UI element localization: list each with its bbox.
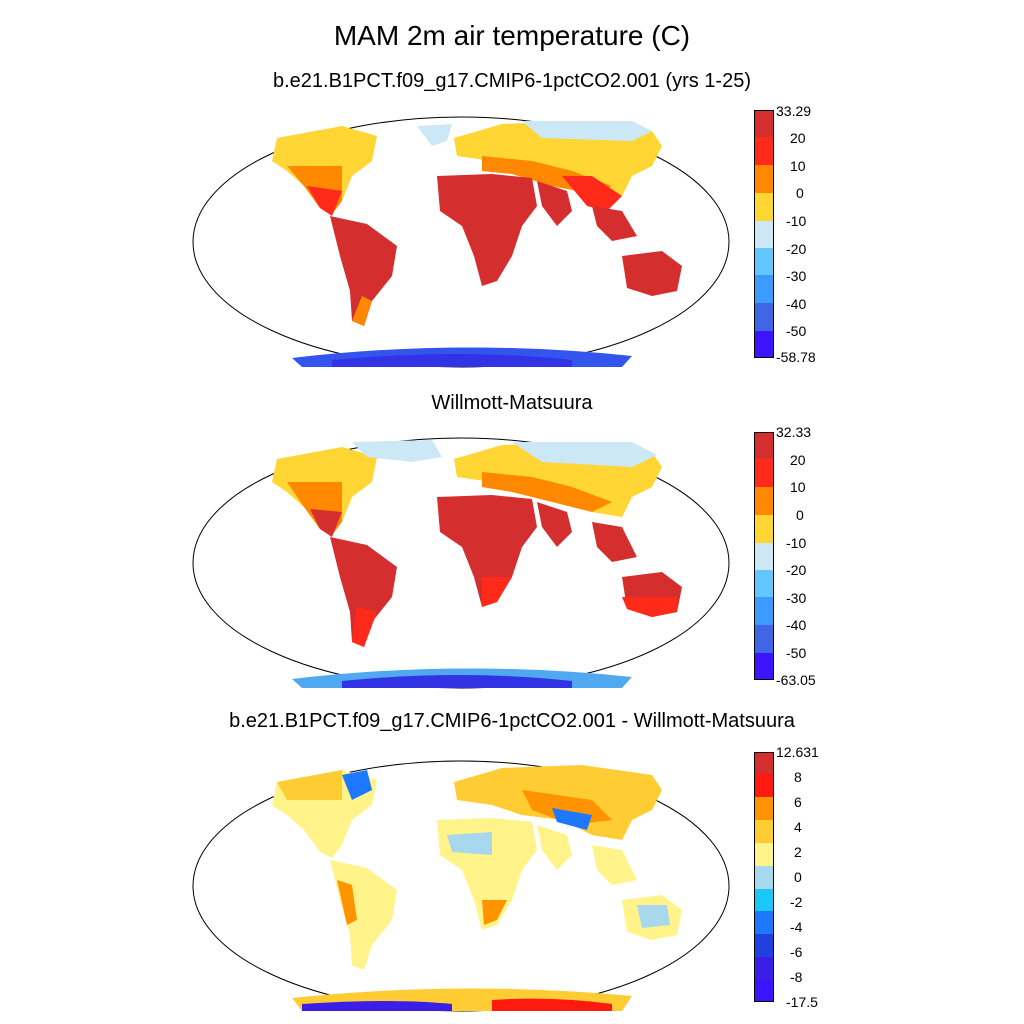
panel-3-map <box>192 760 730 1012</box>
panel-3-swatch <box>754 774 774 797</box>
panel-3-swatch <box>754 797 774 820</box>
panel-1-swatch <box>754 303 774 331</box>
panel-3-label: -4 <box>790 919 803 935</box>
panel-3-swatch <box>754 980 774 1002</box>
panel-2-label: 32.33 <box>776 424 812 440</box>
panel-3-label: -17.5 <box>786 994 818 1010</box>
panel-3-swatch <box>754 934 774 957</box>
panel-2-swatch <box>754 515 774 543</box>
panel-1-label: 10 <box>790 158 806 174</box>
panel-1-label: 33.29 <box>776 103 812 119</box>
panel-2-swatch <box>754 625 774 653</box>
panel-2-swatch <box>754 432 774 459</box>
panel-2-swatch <box>754 653 774 680</box>
panel-2-colorbar <box>754 432 774 680</box>
panel-3-title: b.e21.B1PCT.f09_g17.CMIP6-1pctCO2.001 - … <box>229 710 795 732</box>
panel-2-label: 20 <box>790 452 806 468</box>
panel-1-title: b.e21.B1PCT.f09_g17.CMIP6-1pctCO2.001 (y… <box>272 70 752 92</box>
panel-2-swatch <box>754 487 774 515</box>
panel-1-label: -30 <box>786 268 807 284</box>
panel-2-swatch <box>754 570 774 597</box>
panel-2-map <box>192 437 730 689</box>
panel-2-label: -40 <box>786 617 807 633</box>
panel-1-label: -50 <box>786 323 807 339</box>
panel-1-swatch <box>754 165 774 193</box>
panel-3-label: -8 <box>790 969 803 985</box>
panel-2-label: -63.05 <box>776 672 816 688</box>
panel-3-swatch <box>754 752 774 774</box>
panel-3-label: 8 <box>794 769 802 785</box>
panel-3-label: -2 <box>790 894 803 910</box>
panel-2-label: 0 <box>796 507 804 523</box>
panel-3-label: 0 <box>794 869 802 885</box>
panel-2-swatch <box>754 597 774 625</box>
panel-1-swatch <box>754 248 774 275</box>
panel-3-swatch <box>754 820 774 843</box>
figure-title: MAM 2m air temperature (C) <box>333 20 691 51</box>
panel-1-label: -20 <box>786 241 807 257</box>
panel-3-swatch <box>754 866 774 889</box>
panel-3-colorbar <box>754 752 774 1002</box>
panel-2-label: -50 <box>786 645 807 661</box>
panel-1-swatch <box>754 221 774 248</box>
panel-1-swatch <box>754 137 774 165</box>
panel-3-swatch <box>754 957 774 980</box>
panel-2-label: 10 <box>790 479 806 495</box>
panel-3-label: 2 <box>794 844 802 860</box>
panel-1-colorbar <box>754 110 774 358</box>
panel-1-label: -58.78 <box>776 349 816 365</box>
panel-3-label: 4 <box>794 819 802 835</box>
panel-1-label: 20 <box>790 130 806 146</box>
panel-2-label: -30 <box>786 590 807 606</box>
panel-1-swatch <box>754 331 774 358</box>
panel-1-swatch <box>754 110 774 137</box>
panel-1-label: -10 <box>786 213 807 229</box>
panel-1-label: -40 <box>786 296 807 312</box>
panel-3-swatch <box>754 889 774 911</box>
panel-2-label: -20 <box>786 562 807 578</box>
panel-1-label: 0 <box>796 185 804 201</box>
panel-1-map <box>192 116 730 368</box>
panel-1-swatch <box>754 275 774 303</box>
panel-1-swatch <box>754 193 774 221</box>
panel-3-label: -6 <box>790 944 803 960</box>
panel-3-label: 6 <box>794 794 802 810</box>
panel-2-title: Willmott-Matsuura <box>431 392 593 414</box>
panel-3-label: 12.631 <box>776 744 819 760</box>
panel-2-swatch <box>754 459 774 487</box>
panel-3-swatch <box>754 843 774 866</box>
panel-2-label: -10 <box>786 535 807 551</box>
panel-3-swatch <box>754 911 774 934</box>
panel-2-swatch <box>754 543 774 570</box>
